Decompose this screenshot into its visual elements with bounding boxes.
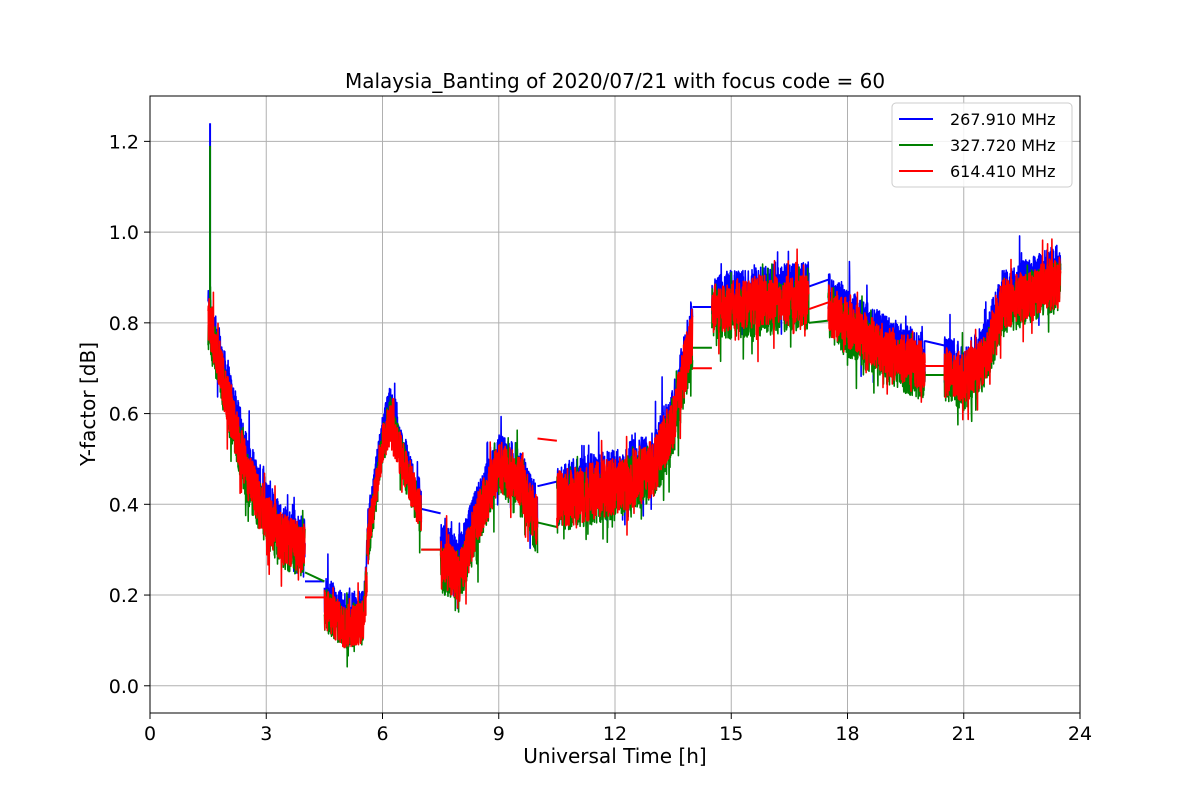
series-gap-connector	[808, 319, 829, 324]
series-line	[827, 284, 926, 403]
legend-label: 267.910 MHz	[950, 110, 1055, 129]
series-line	[439, 441, 539, 609]
series-line	[556, 308, 694, 536]
x-tick-label: 6	[376, 723, 388, 745]
series-line	[207, 291, 306, 587]
y-tick-label: 1.2	[109, 131, 139, 153]
y-tick-label: 0.4	[109, 494, 139, 516]
series-gap-connector	[808, 301, 829, 311]
series-line	[711, 248, 810, 363]
y-tick-label: 1.0	[109, 222, 139, 244]
series-gap-connector	[537, 437, 557, 442]
y-tick-label: 0.2	[109, 585, 139, 607]
x-tick-label: 3	[260, 723, 272, 745]
series-gap-connector	[924, 340, 945, 347]
x-tick-label: 18	[835, 723, 859, 745]
series-line	[943, 238, 1062, 421]
series-line	[366, 397, 423, 565]
x-axis-label: Universal Time [h]	[523, 744, 706, 768]
ticks: 0 3 6 9 12 15 18 21 24 0.0 0.2 0.4 0.6 0.8 1.0 1.2	[109, 131, 1092, 745]
series-gap-connector	[537, 521, 558, 528]
series-2	[207, 238, 1062, 649]
legend-label: 327.720 MHz	[950, 136, 1055, 155]
y-tick-label: 0.0	[109, 676, 139, 698]
x-tick-label: 12	[603, 723, 627, 745]
y-axis-label: Y-factor [dB]	[76, 342, 100, 467]
legend-label: 614.410 MHz	[950, 162, 1055, 181]
series-gap-connector	[304, 571, 325, 583]
series-gap-connector	[421, 507, 441, 515]
legend-box	[891, 102, 1073, 188]
series-line	[323, 566, 368, 649]
x-tick-label: 15	[719, 723, 743, 745]
y-tick-label: 0.6	[109, 404, 139, 426]
x-tick-label: 21	[952, 723, 976, 745]
x-tick-label: 24	[1068, 723, 1092, 745]
x-tick-label: 9	[493, 723, 505, 745]
chart-title: Malaysia_Banting of 2020/07/21 with focu…	[345, 69, 885, 93]
y-tick-label: 0.8	[109, 313, 139, 335]
series-layer	[207, 123, 1062, 668]
x-tick-label: 0	[144, 723, 156, 745]
series-gap-connector	[808, 278, 829, 288]
series-gap-connector	[537, 480, 558, 488]
legend: 267.910 MHz 327.720 MHz 614.410 MHz	[891, 102, 1073, 188]
